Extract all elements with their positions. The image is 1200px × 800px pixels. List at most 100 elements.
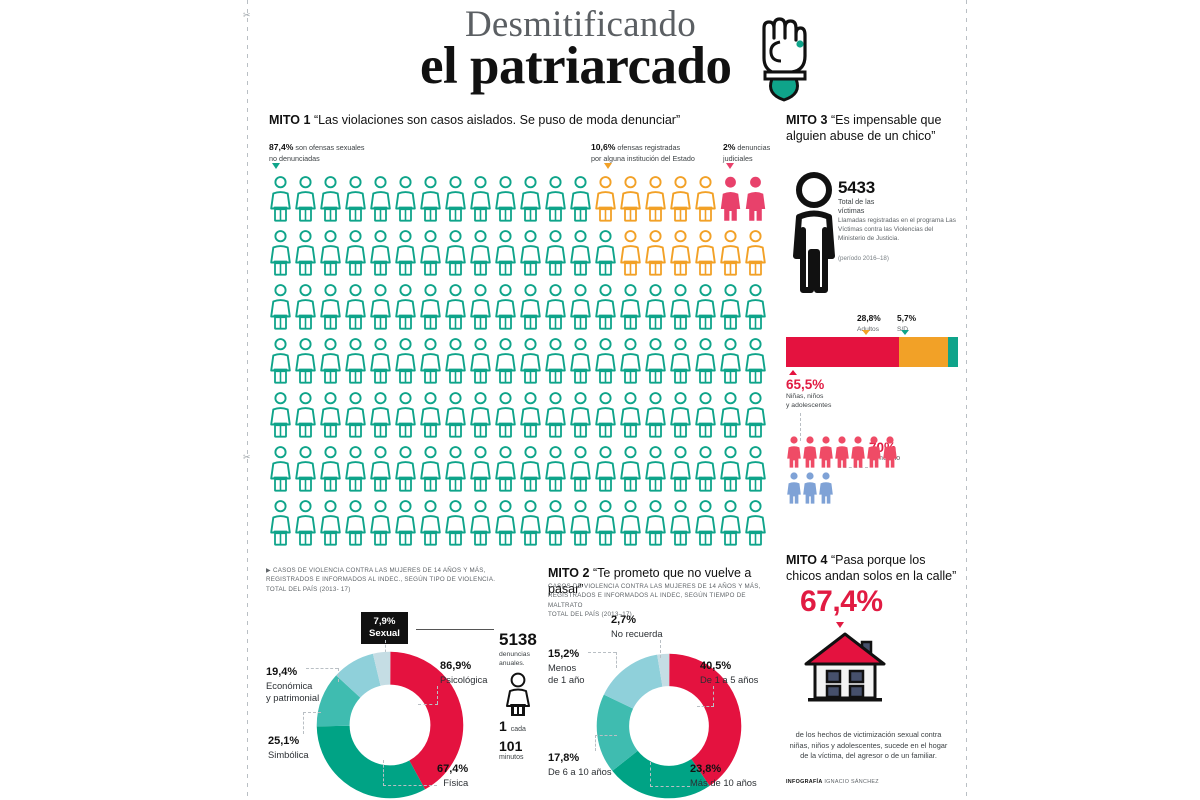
norec-leader-v [660, 640, 661, 658]
donut2-6a10-pct: 17,8% [548, 752, 580, 764]
legend-judiciales: 2% denuncias judiciales [723, 142, 770, 163]
person-figure-icon [695, 230, 716, 276]
person-figure-icon [520, 230, 541, 276]
donut-tipo-violencia [316, 651, 464, 799]
person-figure-icon [320, 284, 341, 330]
person-figure-icon [370, 446, 391, 492]
mito4-body: de los hechos de victimización sexual co… [789, 730, 948, 761]
person-figure-icon [445, 284, 466, 330]
person-figure-icon [295, 392, 316, 438]
legend-no-denunciadas-pct: 87,4% [269, 142, 294, 152]
donut2-label-menos1: 15,2% Menos de 1 año [548, 648, 585, 685]
donut2-mas10-text: Más de 10 años [690, 776, 757, 788]
person-figure-icon [645, 230, 666, 276]
person-figure-icon [420, 392, 441, 438]
person-figure-icon [595, 500, 616, 546]
person-figure-icon [545, 176, 566, 222]
person-small-icon [867, 436, 881, 468]
person-figure-icon [695, 176, 716, 222]
person-figure-icon [295, 230, 316, 276]
person-figure-icon [645, 338, 666, 384]
page-title: Desmitificando el patriarcado [420, 6, 820, 102]
person-figure-icon [470, 392, 491, 438]
mito4-label: MITO 4 [786, 553, 828, 567]
d1a5-leader-v [713, 686, 714, 706]
person-figure-icon [295, 338, 316, 384]
donut2-1a5-pct: 40,5% [700, 660, 732, 672]
donut2-menos1-pct: 15,2% [548, 648, 580, 660]
mito4-marker [836, 622, 844, 628]
person-figure-icon [670, 176, 691, 222]
person-figure-icon [345, 338, 366, 384]
person-figure-icon [520, 446, 541, 492]
donut2-label-mas10: 23,8% Más de 10 años [690, 763, 757, 789]
person-figure-icon [570, 230, 591, 276]
donut1-psicologica-pct: 86,9% [440, 660, 472, 672]
mito1-footnote: ▶ CASOS DE VIOLENCIA CONTRA LAS MUJERES … [266, 567, 496, 593]
gender-leader-line [838, 467, 868, 468]
person-figure-icon [745, 284, 766, 330]
person-figure-icon [395, 230, 416, 276]
person-figure-icon [595, 446, 616, 492]
gender-pictogram [786, 435, 898, 507]
donut1-economica-pct: 19,4% [266, 666, 298, 678]
person-figure-icon [620, 230, 641, 276]
person-figure-icon [645, 284, 666, 330]
person-figure-icon [370, 392, 391, 438]
person-figure-icon [595, 392, 616, 438]
person-figure-icon [745, 176, 766, 221]
donut1-simbolica-text: Simbólica [268, 748, 309, 760]
donut2-menos1-text: Menos de 1 año [548, 661, 585, 685]
donut1-label-economica: 19,4% Económica y patrimonial [266, 666, 319, 703]
mito2-label: MITO 2 [548, 566, 590, 580]
person-figure-icon [345, 392, 366, 438]
stacked-bar-chart [786, 337, 958, 367]
person-figure-icon [420, 500, 441, 546]
menos1-leader-v [616, 652, 617, 668]
person-figure-icon [395, 392, 416, 438]
credit-author: IGNACIO SÁNCHEZ [824, 779, 879, 785]
title-line-2: el patriarcado [420, 37, 732, 95]
person-figure-icon [545, 446, 566, 492]
bar-label-adultos-pct: 28,8% [857, 313, 881, 323]
person-figure-icon [570, 284, 591, 330]
rate-1-unit: cada [510, 726, 526, 733]
person-figure-icon [320, 392, 341, 438]
person-figure-icon [495, 338, 516, 384]
person-figure-icon [670, 392, 691, 438]
donut-slice [316, 651, 464, 799]
person-figure-icon [495, 500, 516, 546]
person-figure-icon [495, 392, 516, 438]
person-figure-icon [595, 284, 616, 330]
person-figure-icon [395, 284, 416, 330]
person-figure-icon [745, 446, 766, 492]
person-figure-icon [445, 176, 466, 222]
denuncias-number: 5138 [499, 630, 537, 649]
legend-marker-teal [272, 163, 280, 169]
rate-1-number: 1 [499, 718, 507, 734]
person-figure-icon [370, 176, 391, 222]
person-figure-icon [470, 446, 491, 492]
donut-tiempo-maltrato [596, 653, 742, 799]
donut1-simbolica-pct: 25,1% [268, 735, 300, 747]
sexual-tag-pct: 7,9% [373, 616, 396, 627]
house-icon [804, 632, 886, 702]
donut1-label-fisica: 67,4% Física [437, 763, 468, 789]
person-figure-icon [395, 500, 416, 546]
person-figure-icon [470, 338, 491, 384]
rate-101-number: 101 [499, 738, 523, 754]
simb-leader-v [303, 712, 304, 734]
person-figure-icon [570, 392, 591, 438]
mas10-leader-v [650, 762, 651, 787]
person-figure-icon [295, 446, 316, 492]
person-figure-icon [345, 500, 366, 546]
person-figure-icon [745, 392, 766, 438]
person-figure-icon [745, 338, 766, 384]
person-figure-icon [370, 500, 391, 546]
pictogram-row [268, 499, 768, 551]
person-figure-icon [270, 230, 291, 276]
person-figure-icon [595, 338, 616, 384]
person-figure-icon [395, 176, 416, 222]
donut2-label-norecuerda: 2,7% No recuerda [611, 614, 663, 640]
person-figure-icon [645, 446, 666, 492]
